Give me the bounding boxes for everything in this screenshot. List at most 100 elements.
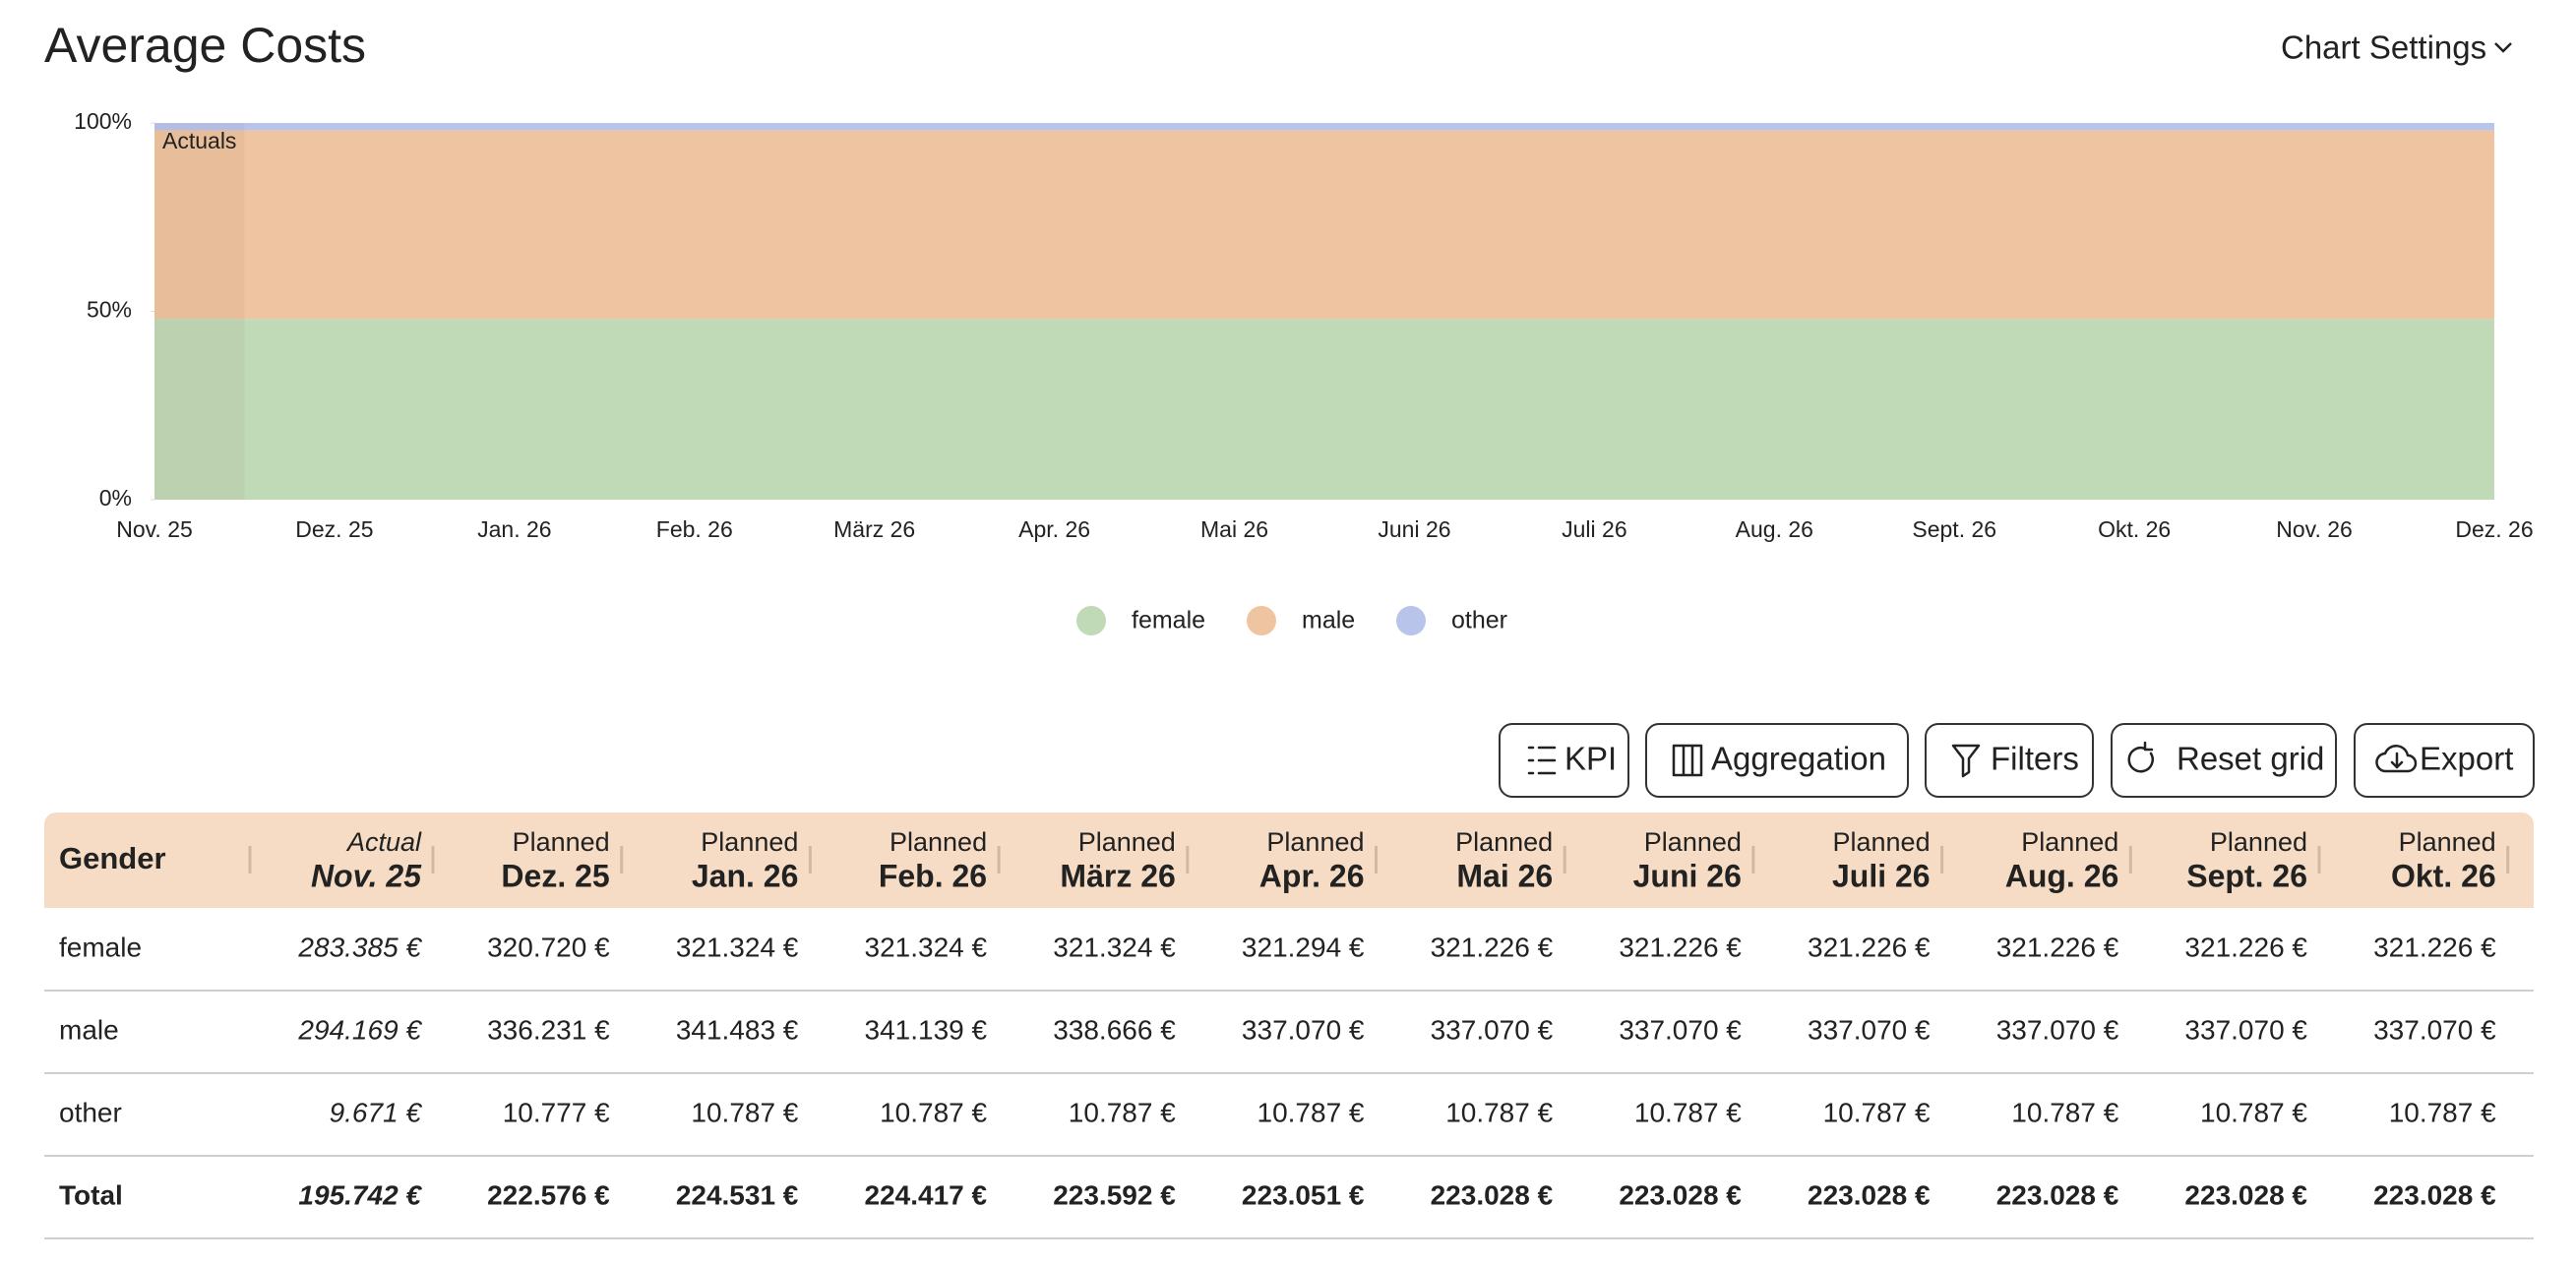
cell: 223.028 € xyxy=(1808,1179,1931,1210)
column-kind: Planned xyxy=(2210,827,2307,857)
column-header: Gender xyxy=(59,841,166,875)
button-frame[interactable] xyxy=(2111,723,2337,798)
button-label[interactable]: Export xyxy=(2420,741,2513,777)
column-period: Dez. 25 xyxy=(501,858,609,893)
cell: 321.324 € xyxy=(865,932,988,962)
cell: 10.777 € xyxy=(503,1097,610,1127)
column-period: Juli 26 xyxy=(1832,858,1931,893)
button-frame[interactable] xyxy=(1499,723,1629,798)
button-frame[interactable] xyxy=(1645,723,1909,798)
button-label[interactable]: Aggregation xyxy=(1711,741,1886,777)
toolbar-button[interactable]: Aggregation xyxy=(1645,723,1909,798)
cell: 321.226 € xyxy=(2373,932,2496,962)
button-label[interactable]: Reset grid xyxy=(2177,741,2324,777)
area-series xyxy=(154,123,2494,131)
chart-settings[interactable]: Chart Settings xyxy=(2281,30,2512,66)
table-row: other 9.671 € 10.777 € 10.787 € 10.787 € 10.7… xyxy=(44,1097,2534,1157)
cell: 321.324 € xyxy=(1053,932,1176,962)
toolbar-button[interactable]: Filters xyxy=(1925,723,2094,798)
chart-settings-label[interactable]: Chart Settings xyxy=(2281,30,2486,66)
button-label[interactable]: KPI xyxy=(1564,741,1617,777)
x-tick-label: Nov. 25 xyxy=(116,516,193,542)
row-label: Total xyxy=(59,1179,123,1210)
column-period: Jan. 26 xyxy=(692,858,799,893)
cell: 321.226 € xyxy=(1996,932,2119,962)
cell: 321.226 € xyxy=(2184,932,2307,962)
cell: 223.028 € xyxy=(1431,1179,1554,1210)
row-label: female xyxy=(59,932,142,962)
x-tick-label: Sept. 26 xyxy=(1912,516,1996,542)
column-kind: Planned xyxy=(2399,827,2496,857)
cell: 10.787 € xyxy=(1069,1097,1176,1127)
cell: 10.787 € xyxy=(1445,1097,1553,1127)
table-header-bg-bottom xyxy=(44,894,2534,908)
y-tick-label: 0% xyxy=(99,485,132,511)
legend-swatch xyxy=(1396,606,1426,635)
legend-item[interactable]: other xyxy=(1396,606,1507,635)
column-period: März 26 xyxy=(1060,858,1175,893)
cell: 222.576 € xyxy=(487,1179,610,1210)
x-tick-label: März 26 xyxy=(833,516,915,542)
cell: 10.787 € xyxy=(2011,1097,2118,1127)
button-frame[interactable] xyxy=(1925,723,2094,798)
x-tick-label: Mai 26 xyxy=(1200,516,1268,542)
button-icon xyxy=(1672,744,1703,777)
column-kind: Planned xyxy=(889,827,987,857)
cell: 283.385 € xyxy=(297,932,422,962)
cell: 223.051 € xyxy=(1242,1179,1365,1210)
x-tick-label: Juli 26 xyxy=(1562,516,1626,542)
legend-swatch xyxy=(1076,606,1106,635)
x-tick-label: Okt. 26 xyxy=(2098,516,2171,542)
cell: 223.592 € xyxy=(1053,1179,1176,1210)
cell: 321.226 € xyxy=(1619,932,1742,962)
x-tick-label: Aug. 26 xyxy=(1736,516,1813,542)
cell: 321.226 € xyxy=(1808,932,1931,962)
table-row: female 283.385 € 320.720 € 321.324 € 321.324… xyxy=(44,932,2534,992)
cell: 337.070 € xyxy=(1431,1014,1554,1045)
cell: 10.787 € xyxy=(1257,1097,1365,1127)
column-kind: Actual xyxy=(345,827,422,857)
cell: 10.787 € xyxy=(880,1097,987,1127)
toolbar-button[interactable]: Reset grid xyxy=(2111,723,2337,798)
toolbar-button[interactable]: KPI xyxy=(1499,723,1629,798)
cell: 10.787 € xyxy=(1823,1097,1931,1127)
area-series xyxy=(154,319,2494,500)
cell: 294.169 € xyxy=(297,1014,422,1045)
legend-item[interactable]: female xyxy=(1076,606,1205,635)
column-period: Mai 26 xyxy=(1456,858,1553,893)
column-kind: Planned xyxy=(1455,827,1553,857)
x-tick-label: Dez. 26 xyxy=(2455,516,2533,542)
legend-label: other xyxy=(1451,607,1507,634)
button-frame[interactable] xyxy=(2354,723,2535,798)
x-tick-label: Apr. 26 xyxy=(1018,516,1090,542)
column-period: Feb. 26 xyxy=(879,858,987,893)
row-label: male xyxy=(59,1014,119,1045)
column-kind: Planned xyxy=(1644,827,1742,857)
cell: 337.070 € xyxy=(1996,1014,2119,1045)
cell: 195.742 € xyxy=(298,1179,422,1210)
cell: 321.226 € xyxy=(1431,932,1554,962)
cell: 338.666 € xyxy=(1053,1014,1176,1045)
cell: 224.417 € xyxy=(865,1179,988,1210)
cell: 320.720 € xyxy=(487,932,610,962)
button-label[interactable]: Filters xyxy=(1991,741,2079,777)
cell: 10.787 € xyxy=(691,1097,798,1127)
column-kind: Planned xyxy=(701,827,798,857)
toolbar-button[interactable]: Export xyxy=(2354,723,2535,798)
cell: 9.671 € xyxy=(330,1097,423,1127)
button-icon xyxy=(2127,741,2154,773)
legend-item[interactable]: male xyxy=(1247,606,1355,635)
cell: 223.028 € xyxy=(2184,1179,2307,1210)
area-series xyxy=(154,130,2494,320)
y-tick-label: 50% xyxy=(87,297,132,323)
column-kind: Planned xyxy=(1833,827,1931,857)
column-kind: Planned xyxy=(513,827,610,857)
button-icon xyxy=(2375,745,2418,773)
cell: 224.531 € xyxy=(676,1179,799,1210)
cell: 10.787 € xyxy=(2389,1097,2496,1127)
cell: 10.787 € xyxy=(1634,1097,1742,1127)
x-tick-label: Jan. 26 xyxy=(477,516,551,542)
cell: 223.028 € xyxy=(2373,1179,2496,1210)
cell: 337.070 € xyxy=(1808,1014,1931,1045)
